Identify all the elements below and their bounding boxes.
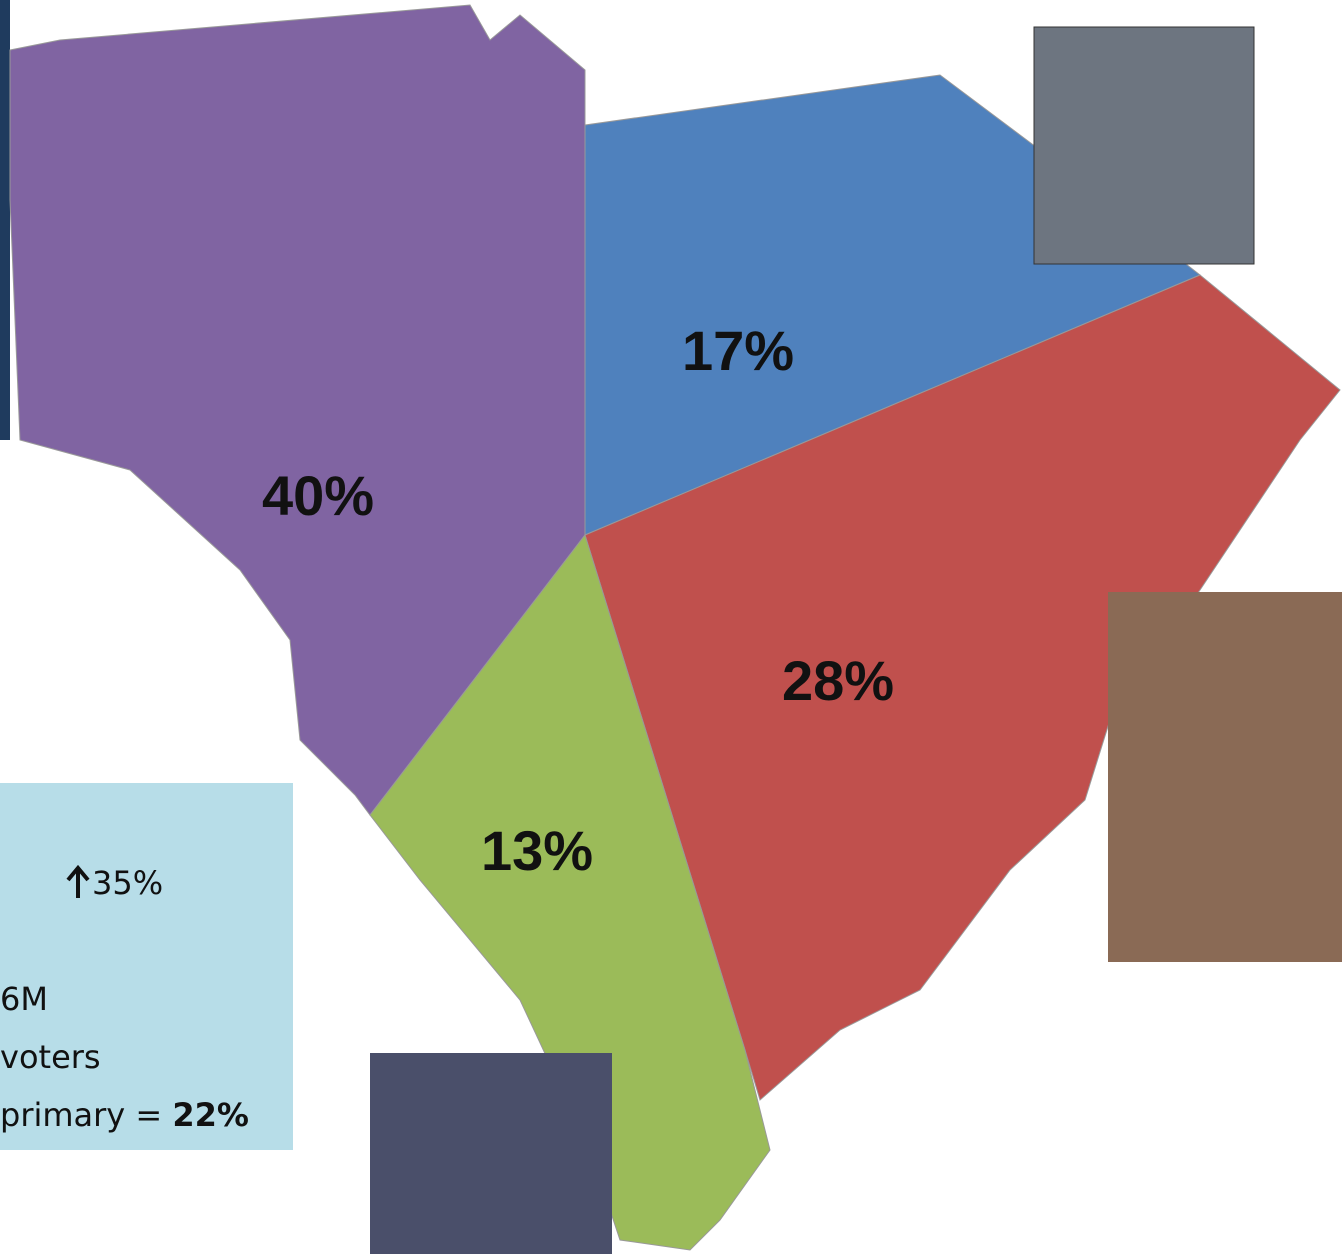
info-line: primary = 22% [0, 1096, 249, 1134]
info-box [0, 783, 293, 1150]
background-image-edge [0, 0, 10, 440]
page: {"chart_data": {"type": "pie", "values":… [0, 0, 1342, 1254]
region-label: 17% [682, 319, 794, 382]
candidate-photo [1108, 592, 1342, 962]
info-line: voters [0, 1038, 101, 1076]
info-line: 6M [0, 980, 48, 1018]
region-label: 40% [262, 464, 374, 527]
change-text: 35% [92, 864, 163, 902]
info-value: 22% [172, 1096, 249, 1134]
region-label: 28% [782, 649, 894, 712]
chart: 35% 6M voters primary = 22% 40% 17% 28% 13% [0, 0, 1342, 1254]
info-prefix: primary = [0, 1096, 162, 1134]
candidate-photo [370, 1053, 612, 1254]
candidate-photo [1034, 27, 1254, 264]
region-label: 13% [481, 819, 593, 882]
